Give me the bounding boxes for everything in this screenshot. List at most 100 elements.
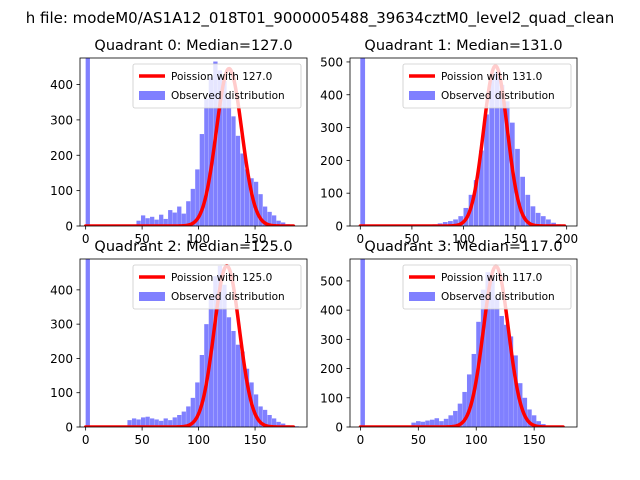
histogram-bar	[504, 101, 510, 226]
histogram-bar	[244, 169, 250, 226]
histogram-bar	[508, 336, 514, 427]
plot-area	[358, 58, 567, 226]
histogram-bar	[217, 70, 223, 226]
histogram-bar	[217, 265, 223, 427]
histogram-bar	[499, 315, 504, 427]
y-tick-label: 100	[50, 184, 73, 198]
x-tick-label: 150	[244, 433, 267, 447]
histogram-bar	[163, 218, 168, 226]
histogram-bar	[271, 215, 277, 226]
histogram-bar	[258, 194, 263, 226]
histogram-bar	[181, 411, 186, 427]
histogram-bar	[226, 317, 232, 427]
histogram-bar	[222, 80, 227, 226]
y-tick-label: 0	[335, 421, 343, 435]
histogram-bar	[473, 180, 479, 226]
figure-suptitle: h file: modeM0/AS1A12_018T01_9000005488_…	[26, 9, 615, 28]
histogram-bar	[154, 419, 159, 427]
histogram-bar	[429, 419, 435, 427]
y-tick-label: 400	[50, 78, 73, 92]
y-tick-label: 300	[320, 333, 343, 347]
histogram-bar	[244, 368, 250, 427]
histogram-bar	[226, 96, 232, 226]
histogram-bar	[150, 418, 155, 427]
legend: Poission with 127.0 Observed distribution	[132, 63, 302, 109]
histogram-bar	[231, 116, 236, 226]
plot-area	[83, 58, 296, 226]
legend: Poission with 125.0 Observed distribution	[132, 264, 302, 310]
histogram-bar	[240, 153, 245, 226]
histogram-bar	[140, 417, 146, 427]
histogram-bar	[535, 212, 541, 226]
histogram-bar	[439, 421, 444, 427]
histogram-bar	[443, 418, 449, 427]
histogram-bar	[480, 289, 486, 427]
histogram-bar	[154, 219, 159, 226]
plot-area	[83, 259, 299, 427]
legend-observed-swatch	[139, 91, 165, 100]
histogram-bar	[240, 351, 245, 427]
histogram-bar	[453, 219, 458, 226]
histogram-bar	[504, 324, 509, 427]
x-tick-label: 0	[82, 433, 90, 447]
y-tick-label: 200	[50, 352, 73, 366]
x-tick-label: 100	[465, 433, 488, 447]
histogram-bar	[546, 219, 551, 226]
histogram-bar	[420, 421, 426, 427]
histogram-bar	[489, 78, 495, 226]
y-tick-label: 400	[50, 283, 73, 297]
y-tick-label: 300	[50, 113, 73, 127]
histogram-bar	[527, 409, 532, 427]
histogram-bar	[520, 176, 525, 226]
histogram-bar	[262, 409, 268, 427]
subplot-title: Quadrant 1: Median=131.0	[364, 38, 562, 54]
histogram-bar	[136, 220, 141, 226]
histogram-bar	[213, 276, 218, 427]
histogram-bar	[485, 272, 491, 427]
x-tick-label: 150	[244, 232, 267, 246]
histogram-bar	[199, 134, 205, 226]
histogram-bar	[411, 422, 416, 427]
histogram-bar	[190, 188, 195, 226]
legend-box	[132, 63, 302, 109]
plot-area	[358, 259, 565, 427]
histogram-bar	[131, 418, 137, 427]
histogram-bar	[177, 206, 182, 226]
histogram-bar	[457, 403, 463, 427]
subplot-0: 0 50 100 150 0 100 200 300 400 Poission with 127.…	[50, 38, 308, 246]
legend-poisson-label: Poission with 127.0	[171, 71, 272, 83]
legend-observed-label: Observed distribution	[441, 90, 555, 102]
axes-frame	[79, 57, 308, 227]
histogram-bar	[168, 420, 173, 427]
histogram-bar	[276, 220, 281, 226]
histogram-bar	[478, 150, 484, 226]
legend-box	[402, 264, 572, 310]
histogram-bar	[453, 410, 458, 427]
legend-poisson-label: Poission with 131.0	[441, 71, 542, 83]
histogram-bar	[525, 194, 531, 226]
poisson-curve	[83, 264, 296, 427]
x-tick-label: 50	[404, 232, 419, 246]
histogram-bar	[262, 206, 268, 226]
legend-observed-label: Observed distribution	[171, 90, 285, 102]
histogram-bar	[448, 415, 453, 427]
histogram-bar	[231, 331, 236, 427]
histogram-bar	[434, 418, 440, 427]
histogram-bar	[163, 418, 168, 427]
histogram-bar	[204, 98, 209, 226]
subplot-title: Quadrant 0: Median=127.0	[94, 38, 292, 54]
histogram-bar	[267, 415, 272, 427]
histogram-bar	[150, 216, 155, 226]
histogram-bar	[267, 211, 272, 226]
histogram-bar	[515, 148, 520, 226]
subplot-title: Quadrant 3: Median=117.0	[364, 239, 562, 255]
histogram-bar	[140, 215, 146, 226]
histogram-bar	[531, 415, 537, 427]
histogram-bar	[466, 374, 472, 427]
legend-poisson-label: Poission with 125.0	[171, 272, 272, 284]
histogram-bar	[536, 421, 541, 427]
histogram-bar	[136, 419, 141, 427]
y-tick-label: 200	[320, 362, 343, 376]
y-tick-label: 300	[320, 121, 343, 135]
